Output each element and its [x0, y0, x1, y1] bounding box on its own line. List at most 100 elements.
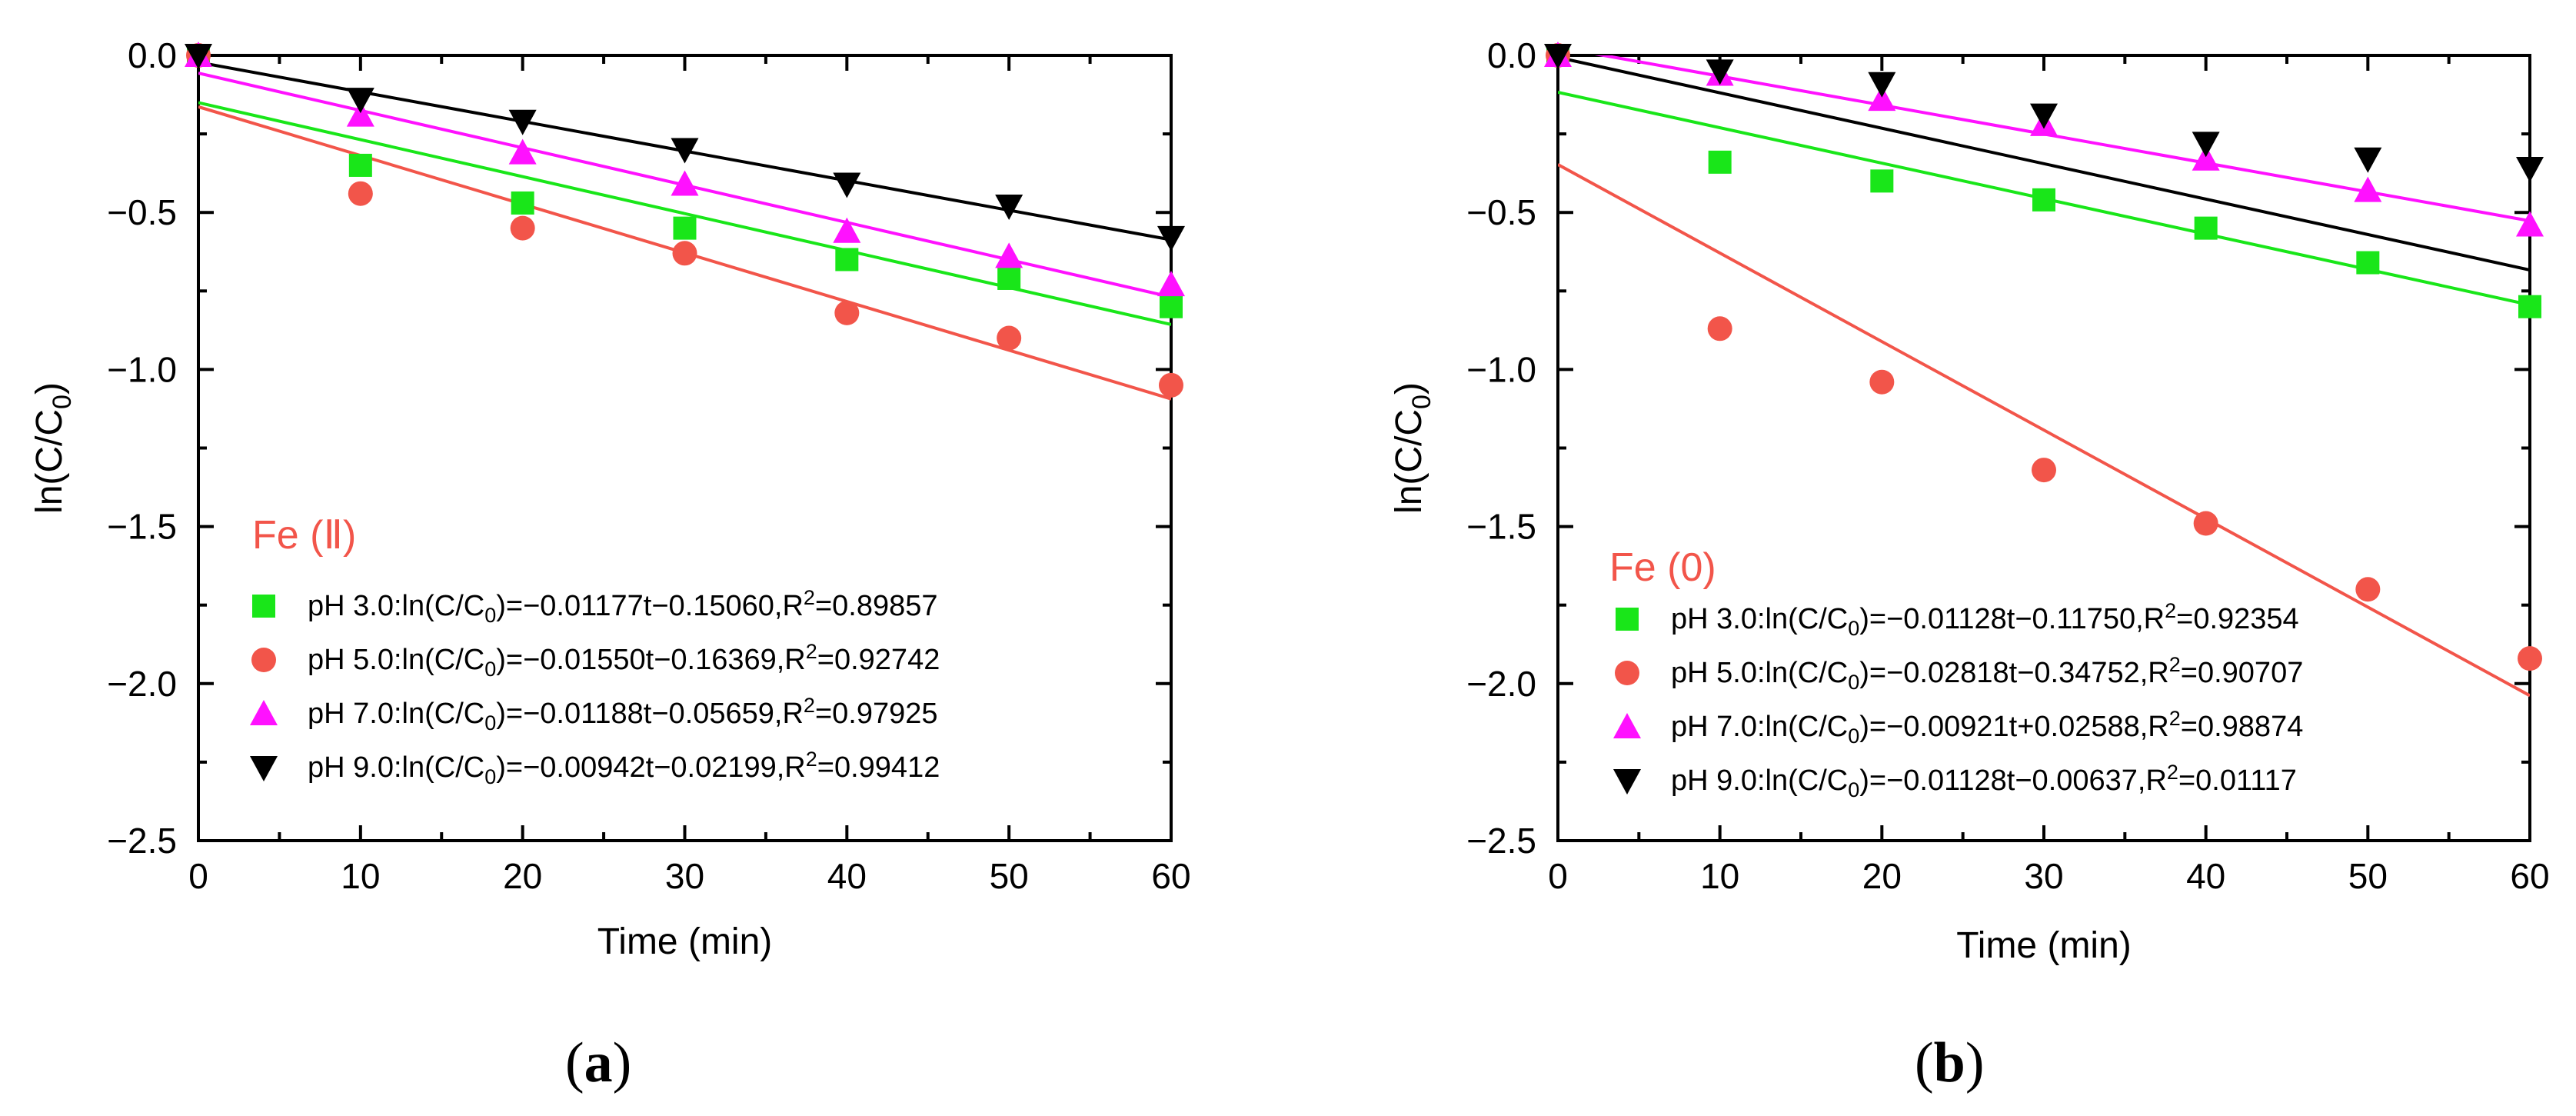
y-tick-label: 0.0: [1487, 35, 1536, 75]
fit-line-pH50: [1558, 163, 2530, 698]
data-point-pH70: [671, 170, 699, 196]
x-tick-label: 30: [665, 856, 704, 896]
data-point-pH30: [1160, 295, 1183, 318]
x-tick-label: 40: [827, 856, 867, 896]
x-tick-label: 50: [2348, 856, 2388, 896]
data-point-pH90: [833, 172, 861, 198]
data-point-pH50: [510, 215, 535, 241]
data-point-pH50: [2193, 511, 2218, 536]
x-axis-label: Time (min): [1956, 925, 2132, 966]
data-point-pH30: [673, 216, 697, 240]
y-axis-label: ln(C/C0): [1389, 382, 1436, 514]
data-point-pH50: [2032, 458, 2056, 483]
chart-b: 0 10 20 30 40 50 60 0.0 −0.5 −1.0 −1.5 −2.0 −2.5 Time…: [1389, 35, 2550, 966]
data-point-pH90: [2192, 132, 2220, 158]
y-tick-label: −1.5: [107, 507, 177, 547]
x-tick-label: 10: [341, 856, 380, 896]
y-tick-label: −2.0: [1466, 664, 1536, 704]
legend-marker: [250, 700, 278, 725]
panel-title: Fe (0): [1609, 545, 1716, 590]
data-point-pH70: [1868, 85, 1896, 112]
panel-label-b: (b): [1915, 1031, 1985, 1094]
x-tick-label: 60: [2510, 856, 2549, 896]
x-tick-label: 10: [1700, 856, 1739, 896]
data-point-pH90: [671, 138, 699, 164]
data-point-pH30: [2194, 216, 2218, 240]
y-tick-label: −2.5: [1466, 821, 1536, 861]
data-point-pH50: [348, 181, 373, 206]
data-point-pH50: [834, 300, 860, 325]
y-tick-label: 0.0: [128, 35, 177, 75]
data-point-pH70: [346, 101, 374, 127]
y-tick-label: −2.5: [107, 821, 177, 861]
data-point-pH30: [2356, 251, 2380, 275]
x-tick-label: 0: [188, 856, 208, 896]
x-tick-label: 30: [2024, 856, 2063, 896]
legend-marker: [250, 756, 278, 781]
data-point-pH70: [2192, 145, 2220, 171]
data-point-pH90: [185, 44, 212, 69]
panel-title: Fe (Ⅱ): [252, 513, 356, 558]
data-point-pH50: [1707, 316, 1732, 341]
data-point-pH90: [2516, 157, 2544, 183]
data-point-pH30: [2518, 295, 2541, 318]
x-tick-label: 20: [1862, 856, 1902, 896]
data-point-pH90: [2030, 103, 2058, 129]
data-point-pH70: [508, 138, 537, 165]
legend-entry: pH 5.0:ln(C/C0)=−0.02818t−0.34752,R2=0.9…: [1671, 653, 2303, 694]
x-tick-label: 40: [2186, 856, 2225, 896]
chart-a: 0 10 20 30 40 50 60 0.0 −0.5 −1.0 −1.5 −2.0 −2.5 Time…: [29, 35, 1191, 962]
legend-marker: [1613, 713, 1641, 738]
x-tick-label: 20: [503, 856, 542, 896]
data-point-pH30: [2032, 188, 2055, 212]
legend-entry: pH 7.0:ln(C/C0)=−0.00921t+0.02588,R2=0.9…: [1671, 707, 2303, 748]
data-point-pH50: [997, 325, 1022, 351]
data-point-pH90: [508, 109, 537, 135]
y-tick-label: −0.5: [107, 192, 177, 232]
x-tick-label: 50: [990, 856, 1029, 896]
data-point-pH90: [995, 195, 1023, 221]
legend-entry: pH 3.0:ln(C/C0)=−0.01177t−0.15060,R2=0.8…: [308, 586, 938, 627]
data-point-pH30: [997, 266, 1021, 290]
legend-marker: [251, 648, 276, 672]
y-tick-label: −1.0: [1466, 349, 1536, 389]
data-point-pH70: [1157, 271, 1185, 297]
panel-label-a: (a): [565, 1031, 632, 1094]
data-point-pH30: [511, 191, 534, 215]
legend-entry: pH 9.0:ln(C/C0)=−0.01128t−0.00637,R2=0.0…: [1671, 761, 2297, 801]
y-tick-label: −0.5: [1466, 192, 1536, 232]
data-point-pH90: [1706, 59, 1734, 85]
data-point-pH90: [2354, 147, 2382, 173]
data-point-pH50: [1159, 372, 1183, 398]
data-point-pH50: [1869, 369, 1895, 395]
x-axis-label: Time (min): [597, 921, 773, 962]
data-point-pH30: [1708, 150, 1732, 174]
data-point-pH90: [1868, 72, 1896, 98]
data-point-pH50: [2518, 646, 2542, 671]
panel-label-b-letter: b: [1933, 1031, 1965, 1094]
legend-entry: pH 9.0:ln(C/C0)=−0.00942t−0.02199,R2=0.9…: [308, 748, 940, 788]
data-point-pH90: [346, 88, 374, 114]
y-tick-label: −1.0: [107, 349, 177, 389]
data-point-pH30: [348, 153, 372, 177]
data-point-pH30: [1870, 169, 1894, 193]
data-point-pH50: [2355, 577, 2381, 602]
legend-entry: pH 5.0:ln(C/C0)=−0.01550t−0.16369,R2=0.9…: [308, 640, 940, 681]
legend-entry: pH 7.0:ln(C/C0)=−0.01188t−0.05659,R2=0.9…: [308, 694, 938, 735]
legend-marker: [252, 595, 275, 618]
x-tick-label: 0: [1548, 856, 1568, 896]
data-point-pH50: [672, 241, 697, 266]
y-axis-label: ln(C/C0): [29, 382, 77, 514]
y-tick-label: −2.0: [107, 664, 177, 704]
data-point-pH70: [995, 242, 1023, 268]
legend-marker: [1616, 608, 1639, 631]
legend-marker: [1613, 769, 1641, 795]
fit-line-pH90: [1558, 55, 2530, 272]
y-tick-label: −1.5: [1466, 507, 1536, 547]
data-point-pH90: [1544, 44, 1572, 69]
legend-marker: [1615, 661, 1639, 685]
data-point-pH30: [835, 248, 859, 272]
data-point-pH70: [2516, 211, 2544, 237]
